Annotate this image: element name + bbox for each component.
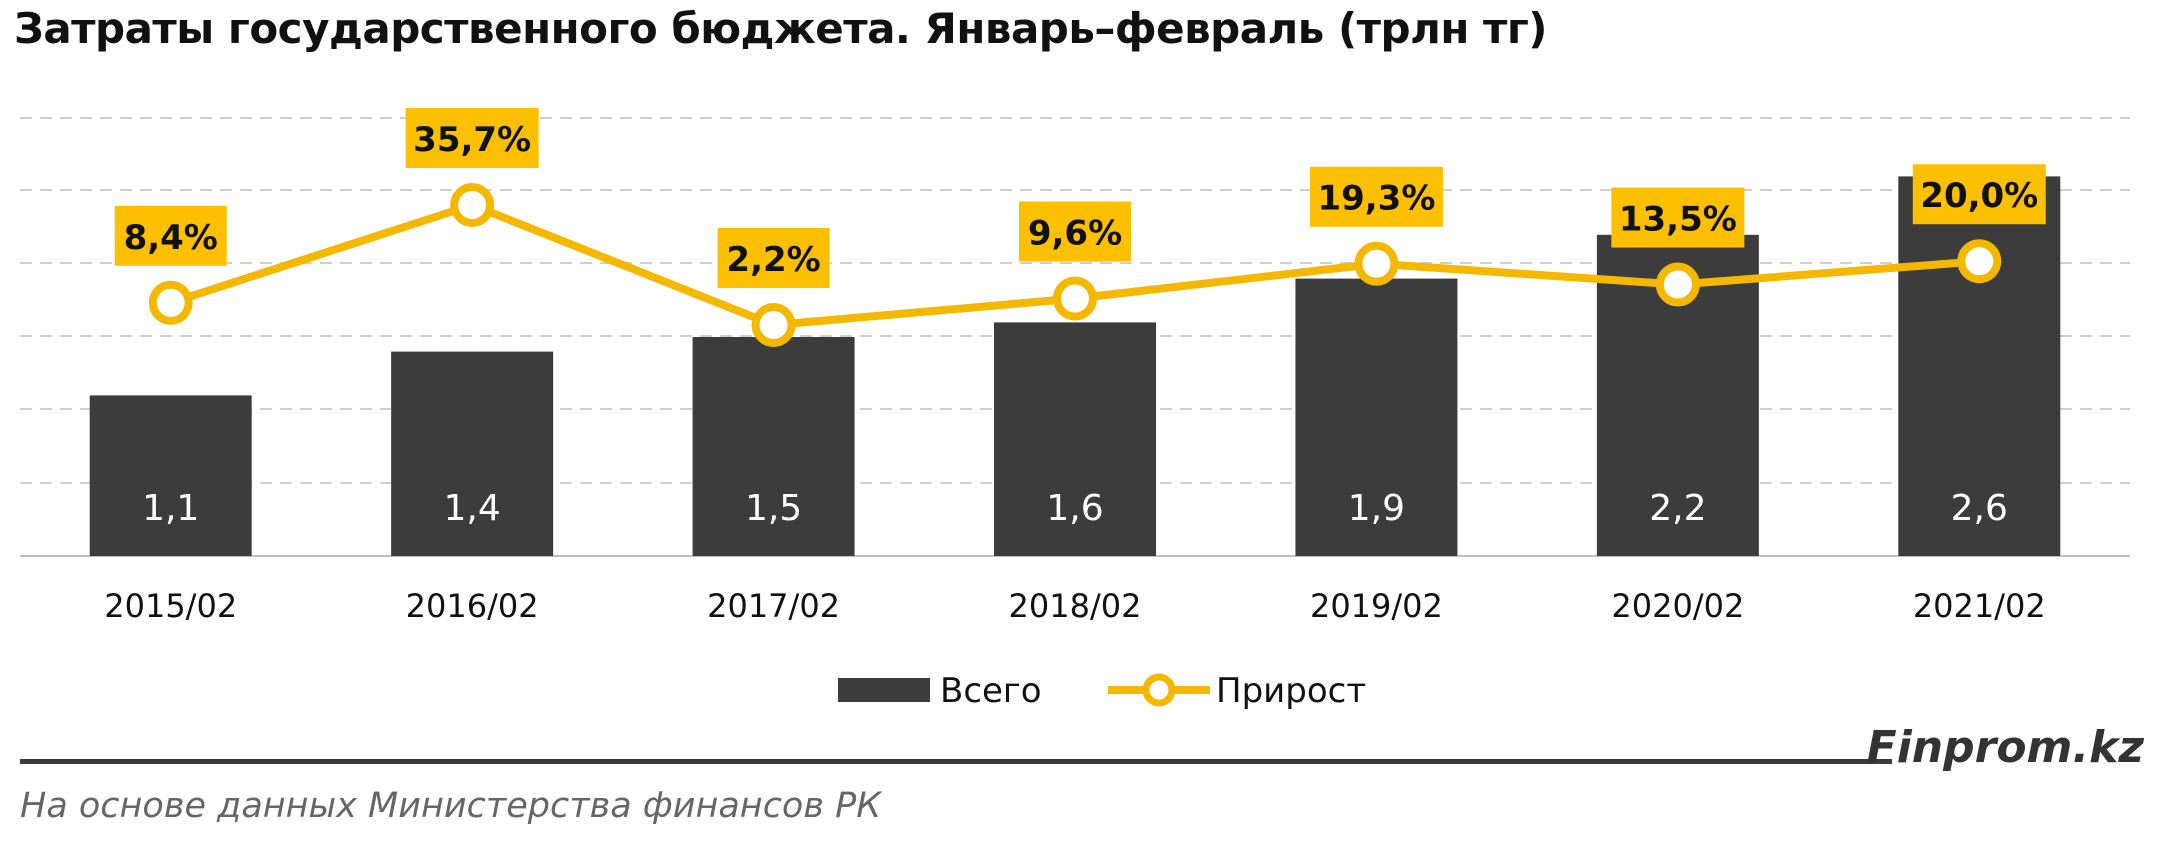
growth-label-box [1309,166,1443,227]
bar-value-label: 1,1 [142,488,199,529]
bar-2018/02 [994,322,1156,556]
x-tick-label: 2019/02 [1310,587,1443,625]
bar-2017/02 [692,337,855,556]
x-tick-label: 2017/02 [707,587,840,625]
chart-title: Затраты государственного бюджета. Январь… [14,4,1547,53]
x-tick-label: 2020/02 [1611,587,1744,625]
bar-value-label: 1,5 [745,488,802,529]
growth-value-label: 9,6% [1028,213,1122,253]
growth-point [1957,239,2002,284]
growth-label-box [1611,187,1745,248]
growth-point [751,303,796,347]
growth-label-box [405,108,539,168]
bar-series: 1,1 1,4 1,5 1,6 1,9 2,2 2,6 [89,176,2061,557]
legend-swatch-total [838,678,930,702]
growth-point [148,280,193,325]
growth-label-box [717,228,830,288]
growth-point [1354,241,1399,286]
growth-value-label: 8,4% [124,218,218,258]
growth-value-label: 13,5% [1619,200,1737,240]
growth-point [450,183,495,227]
growth-label-box [1019,201,1131,262]
footer-divider [20,759,1892,764]
bar-value-label: 1,6 [1046,488,1103,529]
legend-label-growth: Прирост [1216,671,1366,711]
x-tick-label: 2021/02 [1913,587,2046,625]
x-tick-label: 2016/02 [406,587,539,625]
x-tick-label: 2015/02 [104,587,237,625]
bar-value-label: 1,4 [444,488,501,529]
bar-value-label: 2,2 [1649,488,1706,529]
growth-point [1655,262,1700,307]
x-tick-label: 2018/02 [1009,587,1142,625]
bar-2015/02 [89,395,252,556]
growth-value-label: 19,3% [1317,179,1435,219]
legend-label-total: Всего [940,671,1042,711]
x-axis-labels: 2015/02 2016/02 2017/02 2018/02 2019/02 2020/… [104,587,2046,625]
bar-2016/02 [391,351,554,556]
bar-2019/02 [1295,278,1458,556]
combo-chart: 1,1 1,4 1,5 1,6 1,9 2,2 2,6 8,4%35,7%2,2%9,6%1… [20,108,2130,711]
growth-label-box [114,205,227,266]
bar-value-label: 2,6 [1951,488,2008,529]
growth-value-label: 20,0% [1920,176,2038,216]
growth-point [1053,276,1097,321]
legend: Всего Прирост [838,671,1366,711]
growth-label-box [1912,164,2046,225]
line-series: 8,4% 35,7% 2,2% 9,6% 19,3% 13,5% 20,0% [114,108,2046,347]
growth-value-label: 2,2% [726,240,820,280]
source-note: На основе данных Министерства финансов Р… [20,786,882,826]
growth-value-label: 35,7% [413,120,531,160]
legend-marker-growth [1142,673,1176,707]
bar-value-label: 1,9 [1348,488,1405,529]
brand-logo-text[interactable]: Finprom.kz [1866,722,2144,773]
